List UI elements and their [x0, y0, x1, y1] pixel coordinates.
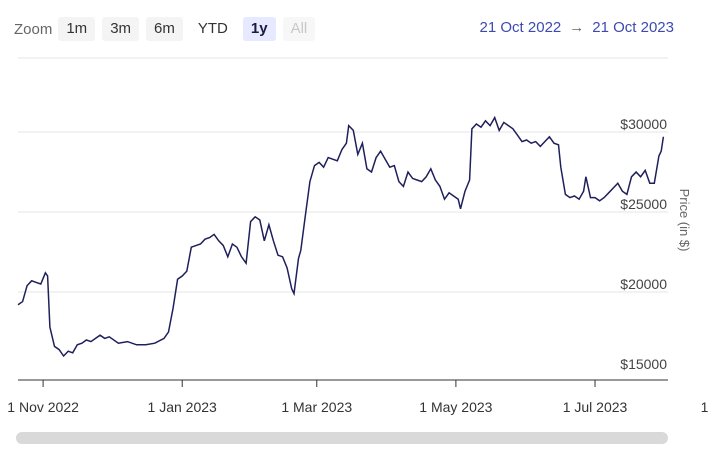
- zoom-label: Zoom: [14, 20, 53, 38]
- x-tick-label: 1 Jan 2023: [148, 399, 217, 415]
- y-tick-label: $25000: [620, 196, 667, 212]
- zoom-all-button: All: [282, 17, 316, 41]
- chart-card: [4, 4, 694, 448]
- zoom-ytd-button[interactable]: YTD: [189, 17, 236, 41]
- range-to-date[interactable]: 21 Oct 2023: [592, 19, 674, 36]
- zoom-1m-button[interactable]: 1m: [58, 17, 96, 41]
- range-from-date[interactable]: 21 Oct 2022: [479, 19, 562, 36]
- y-axis-ticks: $15000 $20000 $25000 $30000: [620, 116, 667, 372]
- x-tick-label: 1 Mar 2023: [281, 399, 352, 415]
- x-tick-label: 1 Sep 2023: [701, 399, 708, 415]
- zoom-6m-button[interactable]: 6m: [146, 17, 183, 41]
- x-tick-label: 1 Nov 2022: [7, 399, 79, 415]
- x-tick-label: 1 May 2023: [419, 399, 492, 415]
- x-axis-ticks: 1 Nov 2022 1 Jan 2023 1 Mar 2023 1 May 2023…: [7, 380, 708, 415]
- navigator-scrollbar[interactable]: [16, 432, 668, 444]
- grid-lines: [18, 57, 668, 293]
- price-series-line: [17, 115, 665, 358]
- y-tick-label: $30000: [620, 116, 667, 132]
- zoom-3m-button[interactable]: 3m: [102, 17, 140, 41]
- y-axis-label: Price (in $): [677, 189, 692, 252]
- y-tick-label: $20000: [620, 276, 667, 292]
- y-tick-label: $15000: [620, 356, 667, 372]
- zoom-toolbar: Zoom 1m 3m 6m YTD 1y All: [14, 16, 322, 42]
- zoom-1y-button[interactable]: 1y: [242, 17, 276, 41]
- range-arrow: →: [569, 19, 585, 36]
- date-range-display: 21 Oct 2022 → 21 Oct 2023: [480, 19, 674, 36]
- x-tick-label: 1 Jul 2023: [563, 399, 628, 415]
